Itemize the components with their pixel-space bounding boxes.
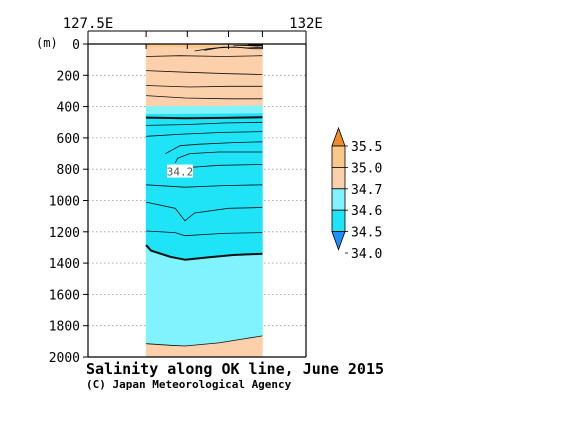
salinity-band-fresh-intermediate (145, 105, 263, 115)
y-tick-label: 1400 (49, 257, 80, 272)
y-tick-label: 0 (72, 38, 80, 53)
y-tick-label: 400 (57, 101, 80, 116)
colorbar-label: 34.0 (351, 247, 382, 262)
x-tick-label-left: 127.5E (63, 16, 114, 32)
colorbar-label: 34.5 (351, 226, 382, 241)
colorbar-swatch (331, 145, 346, 168)
y-tick-label: 2000 (49, 351, 80, 366)
contour-line (146, 85, 263, 88)
y-tick-label: 600 (57, 132, 80, 147)
colorbar: 35.5 35.0 34.7 34.6 34.5 34.0 (331, 126, 382, 262)
surface-patch (247, 43, 263, 47)
y-tick-label: 1600 (49, 288, 80, 303)
colorbar-swatch (331, 166, 346, 190)
surface-contour-line (204, 46, 263, 51)
contour-line (146, 55, 263, 57)
contour-line (146, 95, 263, 100)
colorbar-label: 35.5 (351, 140, 382, 155)
contour-label: 34.2 (167, 166, 194, 179)
contour-line (146, 184, 263, 188)
salinity-band-upper-transition (145, 45, 263, 107)
y-axis-ticks: 0 200 400 600 800 1000 1200 1400 1600 1800 2000 (49, 38, 88, 366)
contour-label-background (167, 164, 194, 178)
contour-line (146, 201, 263, 222)
credit-text: (C) Japan Meteorological Agency (86, 378, 292, 391)
y-tick-label: 200 (57, 69, 80, 84)
contour-line (146, 131, 263, 137)
y-axis-unit: (m) (36, 36, 58, 50)
x-axis-ticks (145, 31, 263, 49)
y-tick-label: 800 (57, 163, 80, 178)
contour-line (146, 230, 263, 237)
contour-line (146, 70, 263, 75)
contour-line-bold (146, 116, 263, 120)
colorbar-swatch (331, 209, 346, 232)
contour-line (146, 121, 263, 126)
colorbar-triangle-top (331, 126, 346, 147)
contour-line (187, 164, 263, 168)
y-tick-label: 1200 (49, 226, 80, 241)
contour-line (174, 151, 263, 164)
chart-title: Salinity along OK line, June 2015 (86, 360, 384, 378)
colorbar-label: 34.6 (351, 204, 382, 219)
colorbar-triangle-bottom (331, 231, 346, 251)
colorbar-label: 34.7 (351, 183, 382, 198)
contour-line (165, 141, 263, 154)
contour-line (146, 335, 263, 347)
contour-lines (145, 43, 263, 347)
salinity-fill (145, 43, 263, 358)
y-tick-label: 1000 (49, 195, 80, 210)
salinity-band-minimum (145, 113, 263, 262)
colorbar-swatch (331, 188, 346, 211)
x-tick-label-right: 132E (289, 16, 323, 32)
salinity-band-deep (145, 246, 263, 347)
colorbar-label: 35.0 (351, 161, 382, 176)
y-tick-label: 1800 (49, 320, 80, 335)
contour-line-bold (145, 244, 263, 261)
